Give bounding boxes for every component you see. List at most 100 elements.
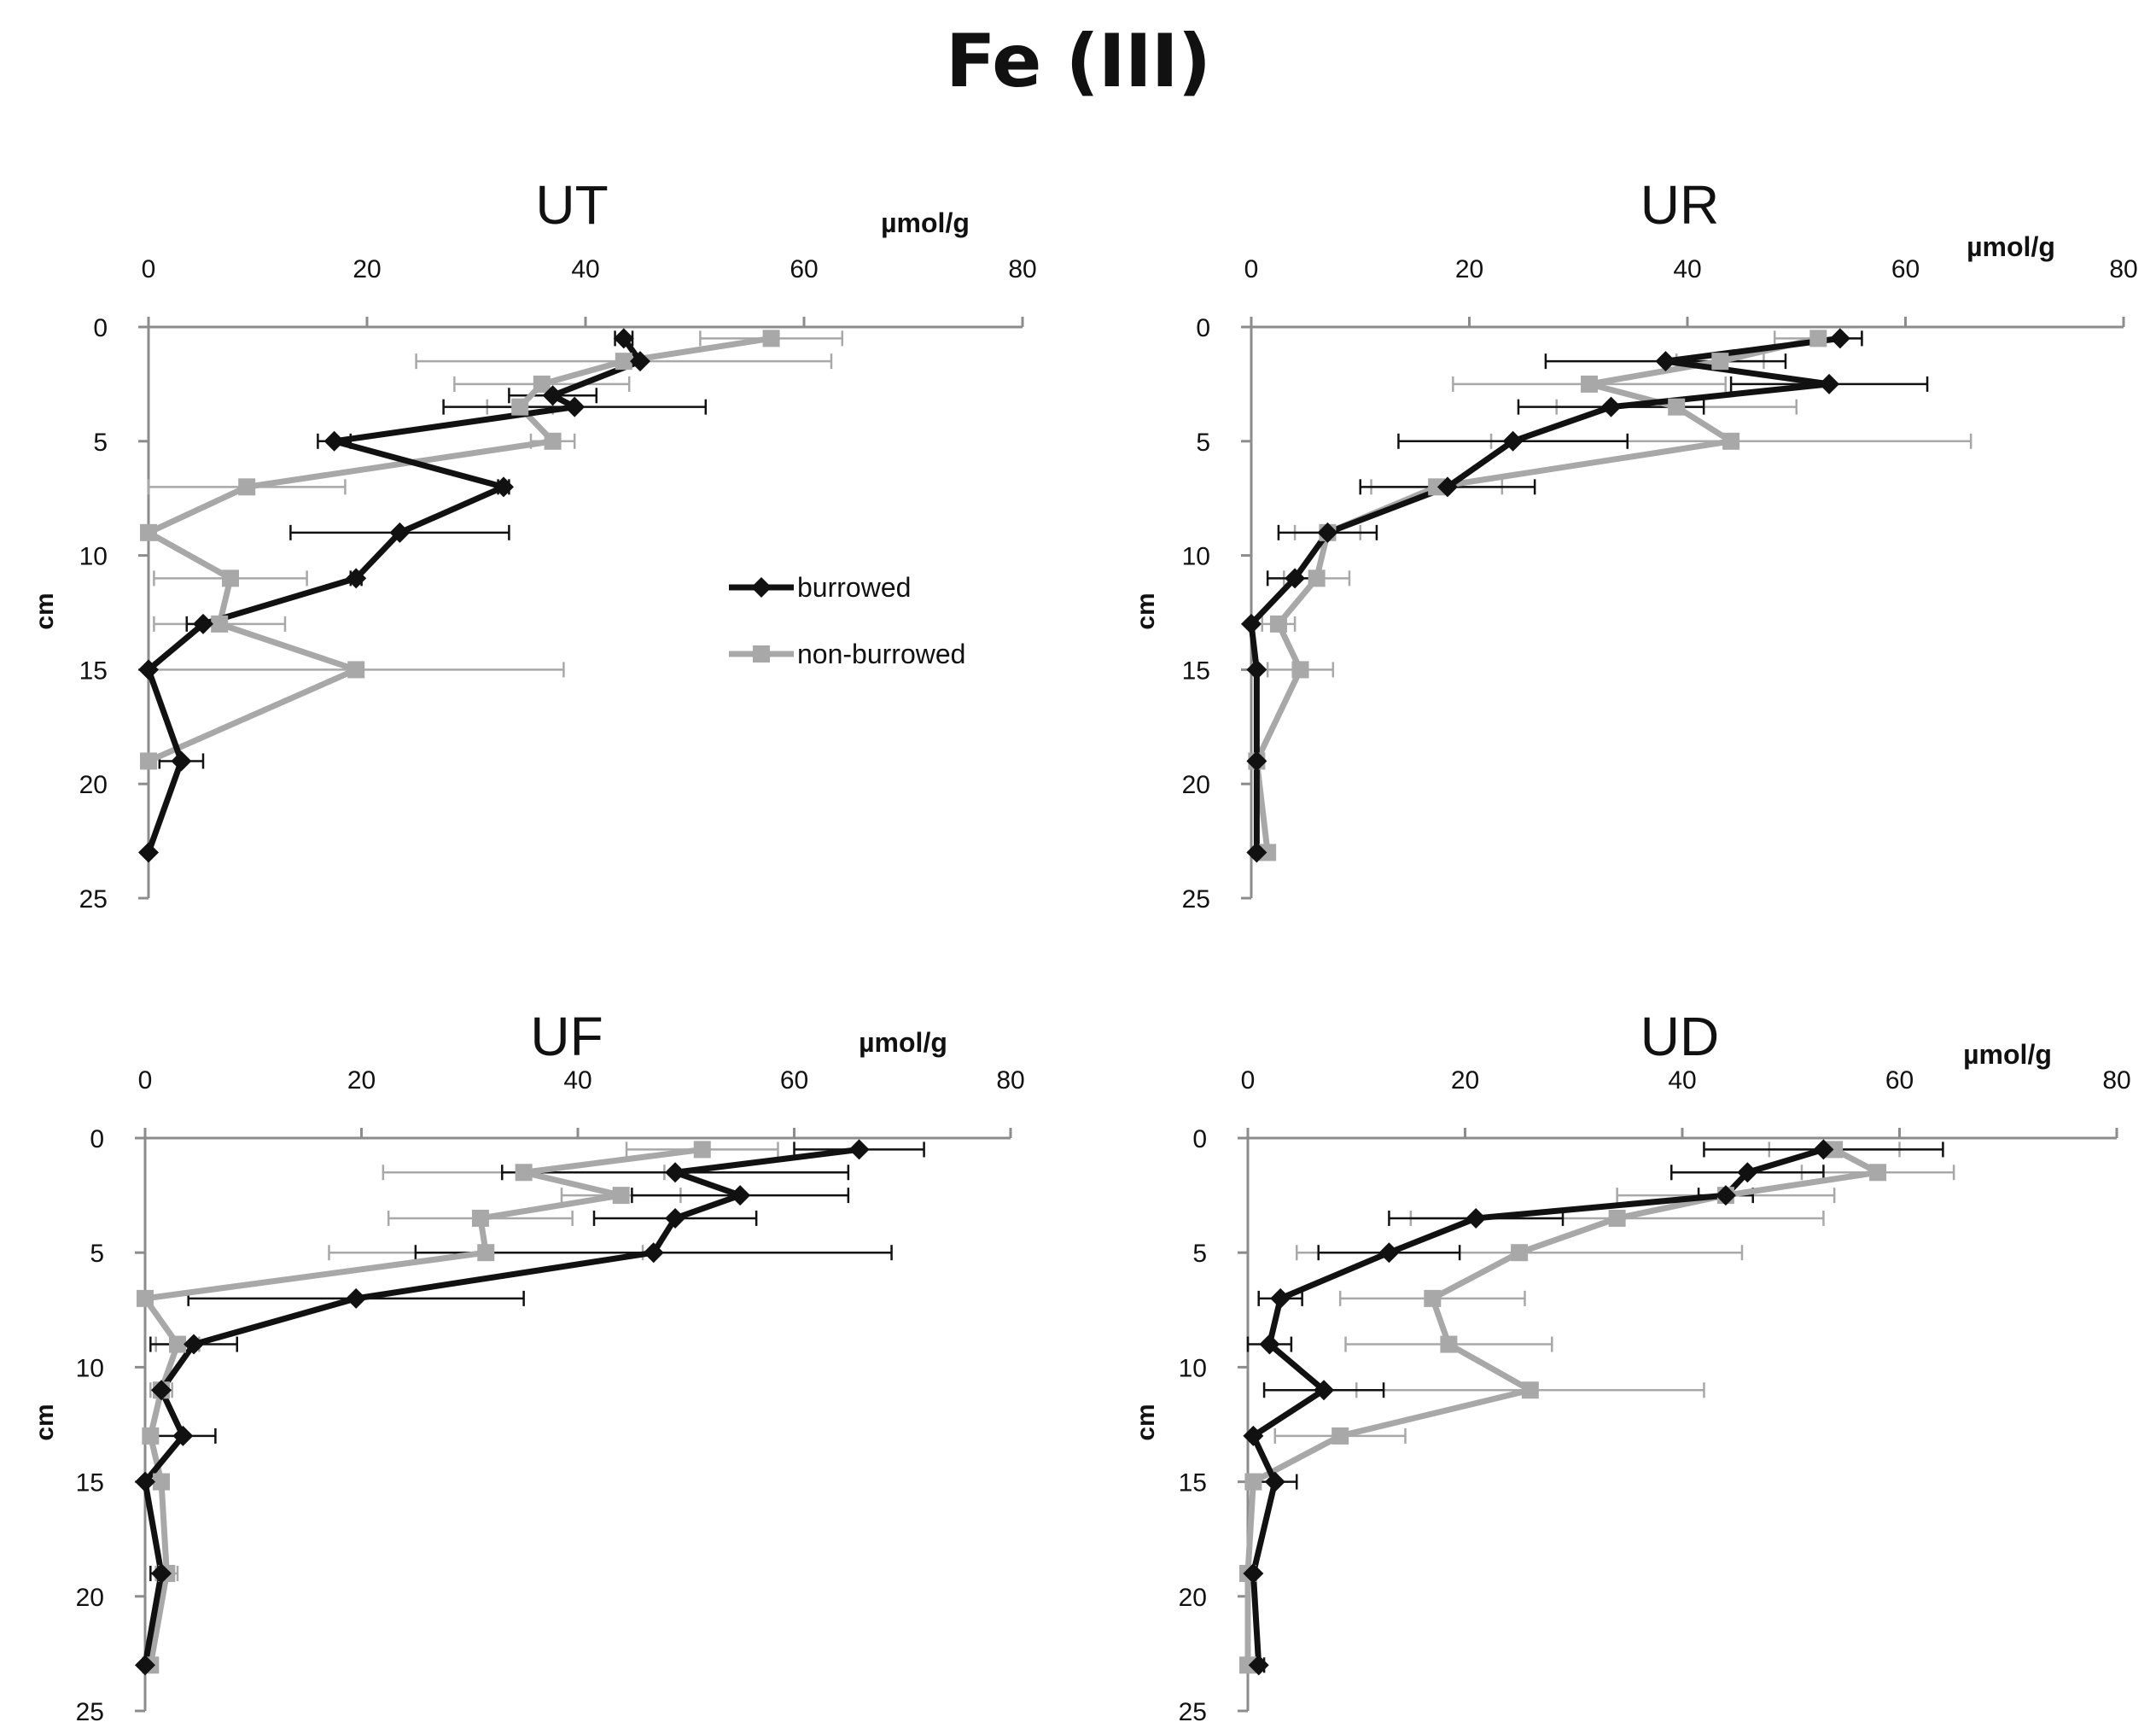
x-tick-label: 80	[2102, 1066, 2130, 1095]
data-point-burrowed	[1314, 1380, 1335, 1401]
y-tick-label: 0	[1192, 1125, 1207, 1153]
x-tick-label: 20	[1455, 255, 1483, 283]
series-line-burrowed	[1250, 1147, 1825, 1666]
panel-title: UD	[1640, 1006, 1719, 1067]
y-tick-label: 20	[79, 771, 108, 799]
data-point-non-burrowed	[612, 1187, 630, 1205]
data-point-burrowed	[613, 328, 634, 349]
data-point-burrowed	[1378, 1242, 1400, 1264]
data-point-burrowed	[1600, 396, 1622, 417]
panel-ut: UT µmol/g cm 0 20 40 60 80 0 5 10 15 20 25	[31, 174, 1037, 914]
data-point-burrowed	[1317, 522, 1338, 543]
data-point-burrowed	[1465, 1207, 1487, 1229]
y-tick-label: 15	[79, 657, 108, 685]
x-tick-label: 80	[996, 1066, 1024, 1095]
data-point-burrowed	[1819, 373, 1840, 394]
data-point-burrowed	[1241, 613, 1262, 634]
x-unit-label: µmol/g	[859, 1027, 947, 1058]
data-point-burrowed	[193, 613, 213, 634]
data-point-burrowed	[151, 1562, 172, 1584]
y-tick-label: 15	[1182, 657, 1210, 685]
x-tick-label: 0	[1244, 255, 1259, 283]
data-point-burrowed	[138, 659, 159, 680]
data-point-burrowed	[346, 1287, 367, 1309]
data-point-non-burrowed	[693, 1141, 711, 1159]
data-point-burrowed	[1248, 1655, 1269, 1676]
data-point-burrowed	[389, 522, 411, 543]
data-point-non-burrowed	[1511, 1244, 1529, 1262]
x-tick-label: 20	[1451, 1066, 1479, 1095]
series-line-non-burrowed	[1244, 1147, 1881, 1666]
y-tick-label: 25	[76, 1698, 104, 1726]
y-tick-label: 10	[76, 1354, 104, 1382]
x-tick-label: 20	[347, 1066, 376, 1095]
y-tick-label: 25	[1182, 885, 1210, 914]
x-tick-label: 20	[353, 255, 381, 283]
data-point-burrowed	[1436, 476, 1458, 498]
panel-title: UR	[1640, 174, 1719, 236]
x-tick-label: 40	[563, 1066, 591, 1095]
data-point-non-burrowed	[1440, 1335, 1458, 1353]
data-point-burrowed	[1246, 842, 1267, 863]
y-tick-label: 5	[93, 429, 108, 457]
data-point-non-burrowed	[1269, 615, 1287, 633]
legend-marker-non-burrowed	[753, 645, 770, 663]
y-tick-label: 20	[1179, 1584, 1207, 1612]
panel-title: UF	[530, 1006, 603, 1067]
legend-marker-burrowed	[751, 577, 772, 598]
x-tick-label: 0	[138, 1066, 153, 1095]
y-tick-label: 10	[1179, 1354, 1207, 1382]
data-point-non-burrowed	[153, 1473, 171, 1491]
series-line-non-burrowed	[142, 1146, 703, 1666]
data-point-non-burrowed	[471, 1209, 489, 1227]
data-point-burrowed	[184, 1334, 205, 1355]
data-point-non-burrowed	[1259, 844, 1277, 861]
x-unit-label: µmol/g	[1963, 1039, 2052, 1070]
data-point-non-burrowed	[511, 398, 529, 416]
data-point-burrowed	[151, 1380, 172, 1401]
data-point-burrowed	[1246, 659, 1267, 680]
panel-uf: UF µmol/g cm 0 20 40 60 80 0 5 10 15 20 25	[31, 1006, 1025, 1726]
data-point-burrowed	[730, 1185, 751, 1206]
data-point-burrowed	[1243, 1562, 1264, 1584]
y-tick-label: 0	[93, 314, 108, 342]
data-point-non-burrowed	[137, 1289, 154, 1307]
panel-ur: UR µmol/g cm 0 20 40 60 80 0 5 10 15 20 25	[1132, 174, 2138, 914]
data-point-burrowed	[1264, 1471, 1285, 1492]
x-tick-label: 60	[1891, 255, 1920, 283]
data-point-burrowed	[1243, 1425, 1264, 1446]
y-tick-label: 10	[79, 543, 108, 571]
figure-title: Fe (III)	[945, 19, 1211, 104]
data-point-burrowed	[1285, 568, 1306, 589]
data-point-burrowed	[172, 1425, 194, 1446]
data-point-non-burrowed	[1244, 1473, 1262, 1491]
x-tick-label: 80	[1008, 255, 1036, 283]
x-tick-label: 0	[142, 255, 156, 283]
data-point-non-burrowed	[1869, 1164, 1887, 1182]
data-point-non-burrowed	[1239, 1656, 1256, 1674]
data-point-non-burrowed	[142, 1427, 160, 1445]
x-tick-label: 40	[1673, 255, 1701, 283]
data-point-non-burrowed	[615, 353, 632, 371]
data-point-burrowed	[542, 385, 563, 406]
y-tick-label: 20	[1182, 771, 1210, 799]
data-point-non-burrowed	[544, 432, 562, 450]
data-point-burrowed	[171, 750, 192, 772]
data-point-non-burrowed	[1428, 478, 1446, 496]
y-tick-label: 15	[76, 1469, 104, 1497]
data-point-non-burrowed	[222, 569, 239, 587]
y-tick-label: 0	[1196, 314, 1210, 342]
x-unit-label: µmol/g	[1967, 231, 2055, 262]
data-point-non-burrowed	[1711, 353, 1729, 371]
data-point-non-burrowed	[140, 523, 157, 541]
y-tick-label: 0	[90, 1125, 104, 1153]
data-point-burrowed	[1502, 430, 1524, 452]
data-point-burrowed	[323, 430, 345, 452]
y-axis-label: cm	[31, 593, 59, 629]
y-tick-label: 5	[90, 1240, 104, 1268]
data-point-non-burrowed	[140, 752, 157, 770]
data-point-non-burrowed	[1424, 1289, 1442, 1307]
legend: burrowed non-burrowed	[729, 572, 965, 669]
y-tick-label: 5	[1196, 429, 1210, 457]
